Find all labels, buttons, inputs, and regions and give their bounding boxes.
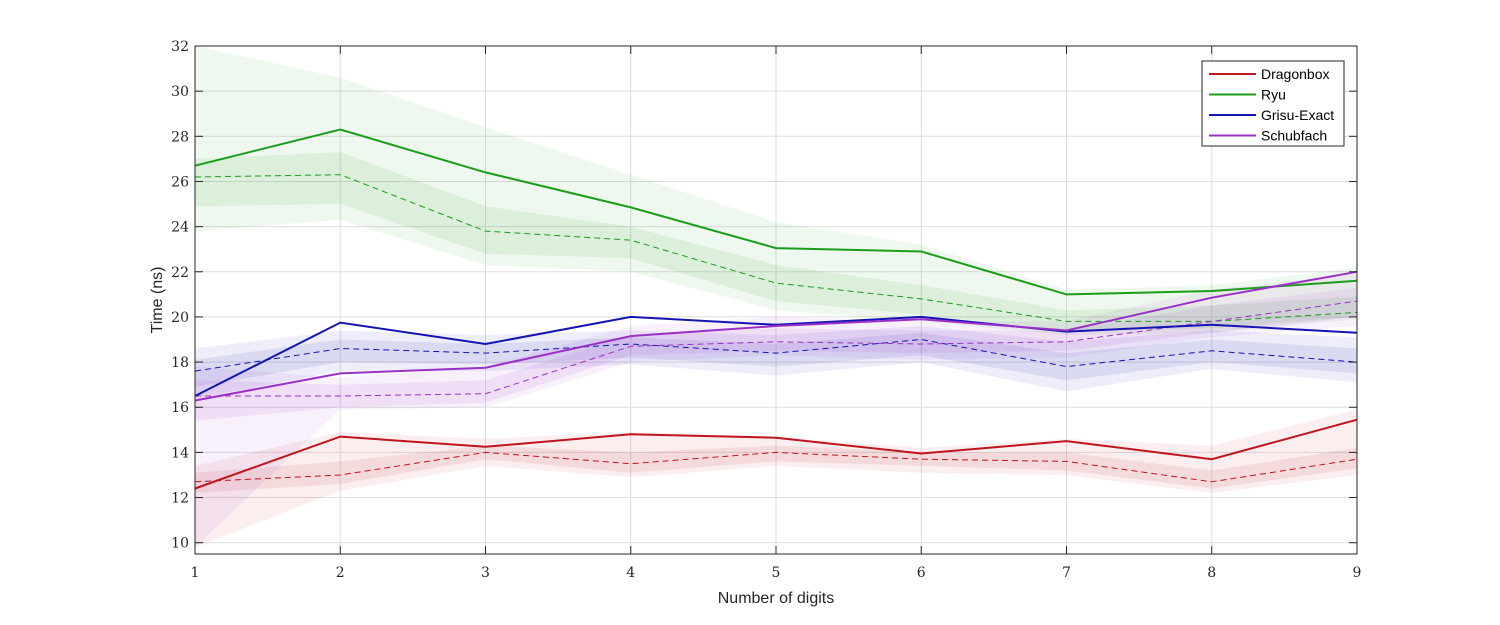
series-lines [194, 128, 1358, 490]
schubfach-outer-band [195, 274, 1357, 548]
dragonbox-outer-band [195, 409, 1357, 548]
x-tick-label: 4 [626, 565, 635, 581]
y-tick-label: 22 [171, 265, 189, 281]
x-tick-label: 7 [1062, 565, 1071, 581]
legend-ryu-label: Ryu [1261, 87, 1286, 103]
x-tick-label: 1 [191, 565, 200, 581]
y-axis-label: Time (ns) [149, 267, 166, 334]
legend-box [1201, 60, 1345, 147]
ryu-outer-band [195, 46, 1357, 335]
schubfach-line [194, 270, 1358, 402]
grisu-exact-inner-band [195, 332, 1357, 387]
y-tick-label: 32 [171, 39, 189, 55]
x-tick-label: 9 [1353, 565, 1362, 581]
y-tick-label: 12 [171, 491, 189, 507]
legend-grisu-exact-label: Grisu-Exact [1261, 107, 1334, 123]
schubfach-median-line [195, 300, 1358, 397]
y-tick-label: 16 [171, 400, 189, 416]
x-tick-label: 5 [772, 565, 781, 581]
axes [194, 45, 1358, 555]
x-tick-label: 2 [336, 565, 345, 581]
x-axis-label: Number of digits [718, 590, 835, 607]
dragonbox-inner-band [195, 445, 1357, 493]
legend-schubfach-label: Schubfach [1261, 128, 1327, 144]
legend-dragonbox-label: Dragonbox [1261, 66, 1330, 82]
dragonbox-median-line [194, 451, 1358, 483]
x-tick-label: 3 [481, 565, 490, 581]
y-tick-label: 28 [171, 129, 189, 145]
y-tick-label: 24 [171, 220, 189, 236]
grisu-exact-line [194, 315, 1358, 397]
x-tick-label: 8 [1207, 565, 1216, 581]
x-tick-label: 6 [917, 565, 926, 581]
y-tick-label: 10 [171, 536, 189, 552]
ryu-inner-band [195, 152, 1357, 331]
y-tick-label: 26 [171, 174, 189, 190]
schubfach-inner-band [195, 287, 1357, 421]
legend: Dragonbox Ryu Grisu-Exact Schubfach [1201, 60, 1345, 147]
y-tick-label: 20 [171, 310, 189, 326]
y-tick-label: 14 [171, 445, 189, 461]
ryu-line [194, 128, 1358, 296]
y-tick-label: 18 [171, 355, 189, 371]
y-tick-label: 30 [171, 84, 189, 100]
grisu-exact-median-line [194, 338, 1358, 372]
dragonbox-line [194, 418, 1358, 490]
